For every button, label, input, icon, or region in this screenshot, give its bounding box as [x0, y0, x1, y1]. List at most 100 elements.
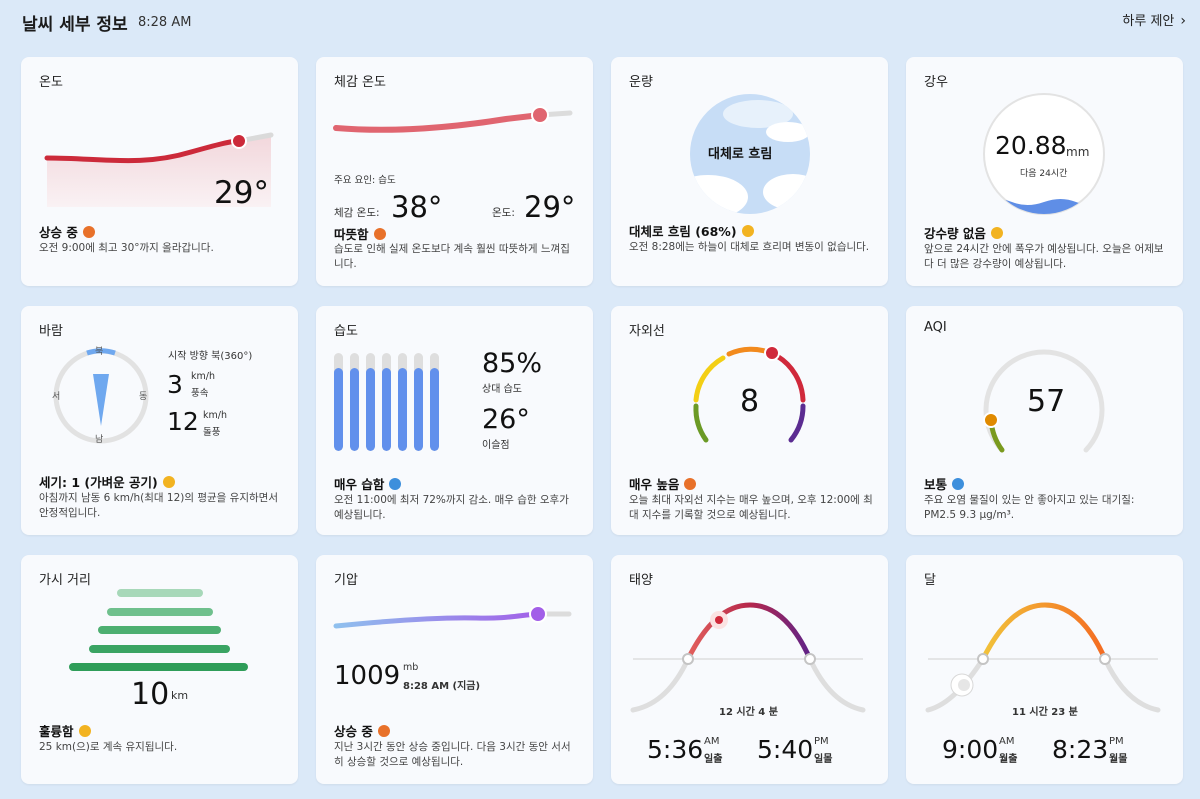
card-title: 강우 [924, 75, 948, 90]
status-text: 강수량 없음 [924, 226, 986, 241]
pressure-value: 1009 [334, 661, 401, 691]
cloud-badge: 대체로 흐림 [708, 147, 773, 162]
aqi-card[interactable]: AQI 57 보통 주요 오염 물질이 있는 안 좋아지고 있는 대기질: PM… [906, 306, 1183, 535]
aqi-value: 57 [1027, 384, 1066, 419]
compass-east: 동 [139, 392, 148, 402]
sunset-label: 일몰 [814, 754, 833, 765]
compass-west: 서 [52, 392, 61, 402]
humidity-bar [350, 353, 359, 451]
wind-direction: 시작 방향 북(360°) [168, 351, 253, 362]
rain-status: 강수량 없음 [924, 223, 1003, 242]
card-title: 체감 온도 [334, 75, 386, 90]
visibility-graphic [69, 589, 248, 671]
sunset-ampm: PM [814, 736, 829, 747]
pressure-unit: mb [403, 662, 419, 673]
temperature-value: 29° [214, 175, 269, 211]
humidity-bar-fill [366, 368, 375, 451]
wind-gust-unit: km/h [203, 410, 227, 421]
compass-north: 북 [95, 347, 104, 357]
card-title: AQI [924, 320, 947, 335]
sunset-time: 5:40 [757, 735, 814, 764]
status-text: 매우 습함 [334, 477, 385, 492]
temp-value: 29° [524, 190, 576, 224]
trend-flat-icon [990, 227, 1003, 239]
wind-speed: 3 [167, 370, 183, 399]
wind-gust: 12 [167, 407, 199, 436]
aqi-status: 보통 [924, 474, 965, 493]
status-text: 훌륭함 [39, 724, 74, 739]
uv-card[interactable]: 자외선 8 매우 높음 오늘 최대 자외선 지수는 매우 높으며, 오후 12:… [611, 306, 888, 535]
visibility-card[interactable]: 가시 거리 10 km 훌륭함 25 km(으)로 계속 유지됩니다. [21, 555, 298, 784]
uv-value: 8 [740, 384, 760, 419]
card-title: 바람 [39, 324, 63, 339]
humidity-value: 85% [482, 348, 543, 379]
humidity-bar [382, 353, 391, 451]
humidity-label: 상대 습도 [482, 384, 522, 395]
pressure-graph [333, 605, 572, 629]
feels-status: 따뜻함 [334, 224, 386, 243]
page-title: 날씨 세부 정보 [22, 15, 128, 35]
precipitation-card[interactable]: 강우 20.88 mm 다음 24시간 강수량 없음 앞으로 24시간 안에 폭… [906, 57, 1183, 286]
humidity-bar-fill [350, 368, 359, 451]
humidity-bar [414, 353, 423, 451]
card-title: 습도 [334, 324, 358, 339]
cloud-cover-card[interactable]: 운량 대체로 흐림 대체로 흐림 (68%) 오전 8:28에는 하늘이 대체로… [611, 57, 888, 286]
status-text: 세기: 1 (가벼운 공기) [39, 475, 158, 490]
trend-down-icon [952, 478, 965, 490]
dew-point-value: 26° [482, 404, 530, 435]
status-text: 따뜻함 [334, 227, 369, 242]
wind-card[interactable]: 바람 북 남 동 서 시작 방향 북(360°) 3 km/h 풍속 12 km… [21, 306, 298, 535]
trend-up-icon [373, 228, 386, 240]
moonset-time: 8:23 [1052, 735, 1109, 764]
card-title: 온도 [39, 75, 63, 90]
humidity-card[interactable]: 습도 85% 상대 습도 26° 이슬점 매우 습함 오전 11:00에 최저 … [316, 306, 593, 535]
cloud-icon [690, 94, 810, 214]
sunrise-ampm: AM [704, 736, 720, 747]
pressure-card[interactable]: 기압 1009 mb 8:28 AM (지금) 상승 중 지난 3시간 동안 상… [316, 555, 593, 784]
trend-down-icon [389, 478, 402, 490]
daily-suggestion-link[interactable]: 하루 제안 › [1122, 10, 1186, 29]
status-text: 상승 중 [334, 724, 373, 739]
current-time: 8:28 AM [138, 15, 192, 30]
rain-sub: 다음 24시간 [1020, 169, 1068, 179]
dew-point-label: 이슬점 [482, 440, 510, 451]
uv-desc: 오늘 최대 자외선 지수는 매우 높으며, 오후 12:00에 최대 지수를 기… [629, 494, 873, 521]
sun-arc [630, 602, 866, 713]
status-text: 상승 중 [39, 225, 78, 240]
wind-speed-unit: km/h [191, 371, 215, 382]
humidity-bar-fill [430, 368, 439, 451]
trend-up-icon [377, 725, 390, 737]
main-factor: 주요 요인: 습도 [334, 175, 396, 186]
feels-value: 38° [391, 190, 443, 224]
card-title: 기압 [334, 573, 358, 588]
header: 날씨 세부 정보 8:28 AM 하루 제안 › [0, 0, 1200, 44]
cloud-desc: 오전 8:28에는 하늘이 대체로 흐리며 변동이 없습니다. [629, 241, 870, 253]
feels-like-card[interactable]: 체감 온도 주요 요인: 습도 체감 온도: 38° 온도: 29° 따뜻함 습… [316, 57, 593, 286]
temperature-desc: 오전 9:00에 최고 30°까지 올라갑니다. [39, 242, 214, 254]
trend-up-icon [684, 478, 697, 490]
feels-label: 체감 온도: [334, 207, 380, 219]
feels-like-graph [333, 106, 573, 133]
sun-card[interactable]: 태양 12 시간 4 분 5:36 AM 일출 5:40 PM 일몰 [611, 555, 888, 784]
uv-gauge [693, 345, 806, 443]
humidity-bar [334, 353, 343, 451]
temperature-card[interactable]: 온도 29° 상승 중 오전 9:00에 최고 30°까지 올라갑니다. [21, 57, 298, 286]
rain-unit: mm [1066, 145, 1090, 159]
wind-desc: 아침까지 남동 6 km/h(최대 12)의 평균을 유지하면서 안정적입니다. [39, 492, 278, 519]
status-text: 매우 높음 [629, 477, 680, 492]
sunrise-label: 일출 [704, 754, 723, 765]
card-title: 태양 [629, 573, 653, 588]
moonset-ampm: PM [1109, 736, 1124, 747]
moonrise-ampm: AM [999, 736, 1015, 747]
aqi-gauge [983, 349, 1105, 453]
chevron-right-icon: › [1180, 13, 1186, 29]
pressure-time: 8:28 AM (지금) [403, 681, 481, 692]
humidity-bar [366, 353, 375, 451]
status-text: 대체로 흐림 (68%) [629, 224, 737, 239]
card-title: 운량 [629, 75, 653, 90]
moon-card[interactable]: 달 11 시간 23 분 9:00 AM 월출 8:23 PM 월몰 [906, 555, 1183, 784]
temp-label: 온도: [492, 207, 515, 219]
temperature-graph [44, 132, 274, 207]
visibility-status: 훌륭함 [39, 721, 91, 740]
pressure-status: 상승 중 [334, 721, 390, 740]
